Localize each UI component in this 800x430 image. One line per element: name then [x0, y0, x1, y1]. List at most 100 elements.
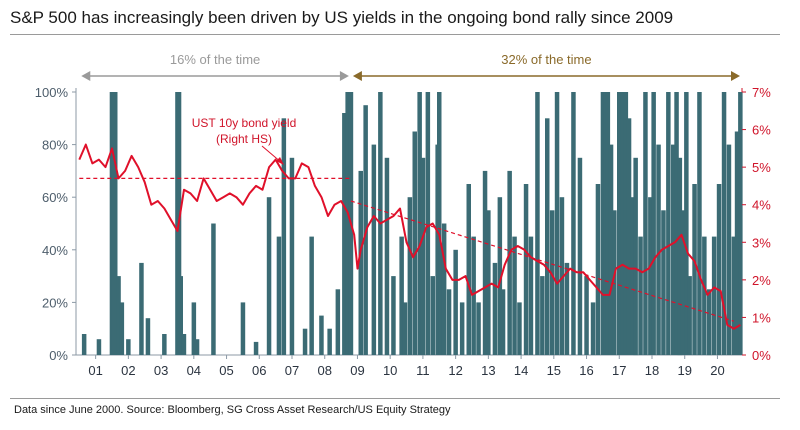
bar	[595, 184, 601, 355]
bar	[139, 262, 144, 355]
bar	[697, 92, 702, 355]
right-tick-label: 4%	[752, 198, 771, 213]
right-tick-label: 1%	[752, 310, 771, 325]
bar	[335, 289, 341, 356]
x-tick-label: 19	[677, 363, 691, 378]
left-tick-label: 40%	[42, 243, 68, 258]
bar	[371, 144, 377, 355]
bar	[178, 276, 183, 355]
bar	[687, 276, 692, 355]
bar	[345, 92, 350, 355]
bar	[721, 92, 727, 355]
bar	[648, 197, 653, 355]
bar	[617, 92, 622, 355]
right-tick-label: 0%	[752, 348, 771, 363]
period-arrows: 16% of the time 32% of the time	[81, 52, 740, 81]
right-tick-label: 5%	[752, 160, 771, 175]
x-tick-label: 13	[481, 363, 495, 378]
bar	[116, 276, 121, 355]
bar	[549, 210, 555, 355]
bar	[471, 236, 476, 355]
bar	[119, 302, 125, 355]
right-tick-label: 6%	[752, 123, 771, 138]
yield-line	[78, 143, 741, 330]
bar	[651, 92, 656, 355]
period-label: 16% of the time	[170, 52, 260, 67]
x-tick-label: 02	[121, 363, 135, 378]
x-tick-label: 06	[252, 363, 266, 378]
bar	[438, 249, 444, 355]
source-note: Data since June 2000. Source: Bloomberg,…	[14, 404, 451, 416]
bar	[181, 334, 187, 355]
x-tick-label: 01	[88, 363, 102, 378]
bar	[113, 92, 118, 355]
bar	[145, 318, 151, 355]
bar	[358, 170, 363, 355]
bar	[554, 92, 560, 355]
arrow-head-right-icon	[339, 71, 349, 81]
chart-title: S&P 500 has increasingly been driven by …	[10, 8, 674, 27]
bar	[680, 210, 686, 355]
x-tick-label: 20	[710, 363, 724, 378]
annotation-line-2: (Right HS)	[216, 132, 272, 146]
bar	[707, 289, 712, 356]
left-tick-label: 100%	[35, 85, 69, 100]
bar	[446, 289, 452, 356]
bar	[407, 197, 413, 355]
left-tick-label: 80%	[42, 138, 68, 153]
bar	[564, 262, 570, 355]
annotation-arrow-icon	[276, 157, 284, 165]
x-tick-label: 18	[645, 363, 659, 378]
bar	[437, 92, 442, 355]
tick-labels: 0% 20% 40% 60% 80% 100% 0% 1% 2% 3% 4% 5% 6% 7% 01 02 03…	[35, 85, 771, 378]
x-tick-label: 15	[547, 363, 561, 378]
bar	[633, 157, 638, 356]
x-tick-label: 07	[285, 363, 299, 378]
bar-series	[81, 92, 743, 356]
bar	[162, 334, 167, 355]
arrow-head-left-icon	[352, 71, 362, 81]
bar	[476, 302, 481, 355]
left-tick-label: 0%	[49, 348, 68, 363]
x-tick-label: 09	[350, 363, 364, 378]
bar	[425, 92, 431, 355]
bar	[671, 144, 676, 355]
bar	[399, 236, 404, 355]
right-tick-label: 3%	[752, 235, 771, 250]
bar	[417, 92, 422, 355]
trend-lines	[79, 177, 734, 322]
x-tick-label: 17	[612, 363, 626, 378]
bar	[535, 92, 540, 355]
bar	[126, 339, 131, 355]
bar	[211, 223, 216, 355]
right-tick-label: 2%	[752, 273, 771, 288]
bar	[486, 210, 491, 355]
bar	[289, 157, 295, 356]
yield-annotation: UST 10y bond yield (Right HS)	[192, 116, 297, 165]
annotation-line-1: UST 10y bond yield	[192, 116, 297, 130]
bar	[194, 339, 200, 355]
bar	[692, 184, 697, 355]
bar	[584, 276, 589, 355]
trend-line-2	[350, 200, 734, 322]
bar	[512, 236, 517, 355]
bar	[500, 289, 506, 356]
bar	[734, 131, 740, 355]
x-tick-label: 04	[187, 363, 201, 378]
x-tick-label: 03	[154, 363, 168, 378]
bar	[590, 302, 596, 355]
bar	[453, 249, 458, 355]
bar	[666, 92, 671, 355]
bar	[661, 210, 666, 355]
bar	[643, 92, 648, 355]
bar	[412, 131, 417, 355]
bar	[545, 118, 550, 355]
bar	[731, 236, 737, 355]
bar	[674, 92, 679, 355]
bar	[623, 92, 629, 355]
x-tick-label: 16	[579, 363, 593, 378]
bar	[620, 92, 625, 355]
bar	[430, 276, 435, 355]
bar	[191, 302, 197, 355]
bar	[656, 144, 661, 355]
